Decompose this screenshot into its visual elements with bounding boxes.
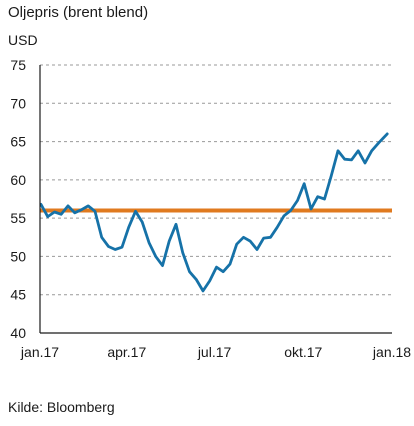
source-note: Kilde: Bloomberg: [8, 399, 115, 415]
y-tick-label-50: 50: [10, 248, 26, 264]
x-tick-label-0: jan.17: [20, 344, 59, 360]
y-tick-label-40: 40: [10, 325, 26, 341]
chart-title: Oljepris (brent blend): [8, 4, 149, 21]
x-axis-ticks: jan.17 apr.17 jul.17 okt.17 jan.18: [20, 344, 411, 360]
x-tick-label-2: jul.17: [197, 344, 232, 360]
y-tick-label-45: 45: [10, 287, 26, 303]
y-axis-ticks: 40 45 50 55 60 65 70 75: [10, 57, 26, 341]
x-tick-label-4: jan.18: [372, 344, 411, 360]
y-tick-label-75: 75: [10, 57, 26, 73]
y-tick-label-65: 65: [10, 134, 26, 150]
gridlines: [40, 64, 392, 296]
price-series-line: [39, 132, 389, 293]
y-tick-label-60: 60: [10, 172, 26, 188]
y-tick-label-55: 55: [10, 210, 26, 226]
x-tick-label-3: okt.17: [284, 344, 322, 360]
y-axis-unit: USD: [8, 32, 38, 48]
y-tick-label-70: 70: [10, 95, 26, 111]
x-tick-label-1: apr.17: [107, 344, 146, 360]
series-layer: [39, 132, 392, 293]
